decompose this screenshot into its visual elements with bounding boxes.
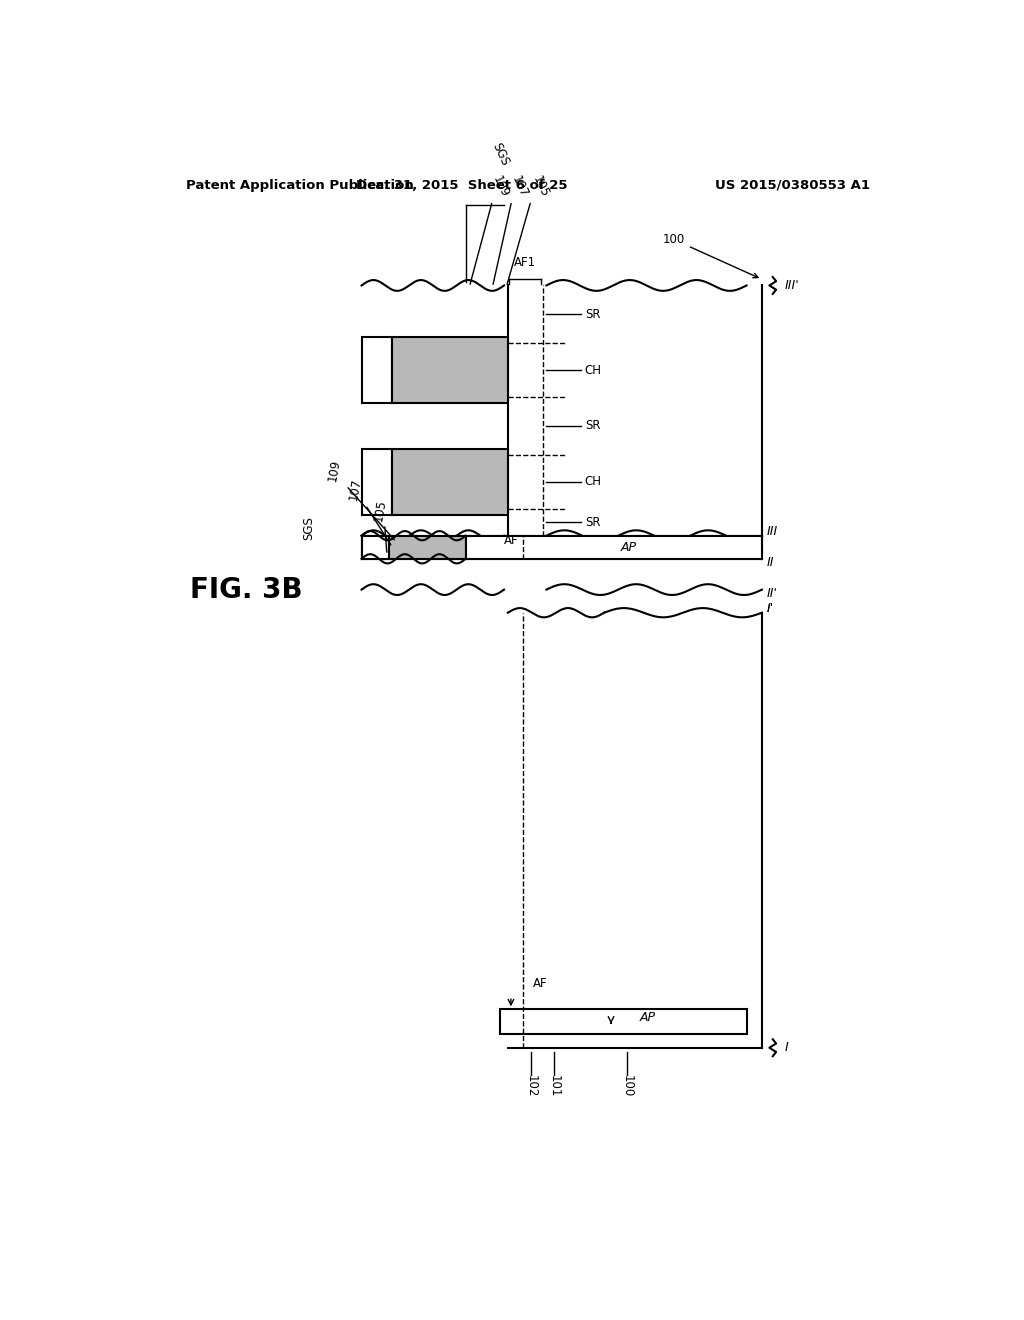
Text: 105: 105 [372,498,388,523]
Bar [388,536,466,558]
Text: 100: 100 [621,1074,634,1097]
Bar [392,337,508,404]
Text: III: III [767,525,778,539]
Text: 107: 107 [346,478,364,502]
Bar [361,536,388,558]
Text: SR: SR [585,308,600,321]
Text: CH: CH [585,363,602,376]
Text: 102: 102 [524,1074,538,1097]
Text: SR: SR [585,420,600,433]
Text: 109: 109 [489,174,511,199]
Text: 105: 105 [529,174,551,199]
Text: I': I' [767,602,774,615]
Text: AF1: AF1 [514,256,537,268]
Bar [361,449,392,515]
Bar [392,449,508,515]
Text: III': III' [785,279,800,292]
Text: AF: AF [534,977,548,990]
Text: 109: 109 [326,458,342,482]
Bar [466,536,762,558]
Text: 100: 100 [663,234,758,277]
Text: AP: AP [640,1011,656,1024]
Text: AF: AF [505,535,519,548]
Text: I': I' [767,602,774,615]
Text: 107: 107 [509,174,530,199]
Text: SR: SR [585,516,600,529]
Text: FIG. 3B: FIG. 3B [189,576,302,603]
Text: II': II' [767,587,777,601]
Text: SGS: SGS [489,141,511,168]
Bar [500,1010,746,1034]
Text: SGS: SGS [302,516,315,540]
Text: I: I [785,1041,788,1055]
Text: Dec. 31, 2015  Sheet 6 of 25: Dec. 31, 2015 Sheet 6 of 25 [356,178,567,191]
Text: II: II [767,556,774,569]
Text: 101: 101 [548,1074,560,1097]
Text: CH: CH [585,475,602,488]
Text: Patent Application Publication: Patent Application Publication [186,178,414,191]
Bar [361,337,392,404]
Text: US 2015/0380553 A1: US 2015/0380553 A1 [715,178,869,191]
Text: AP: AP [621,541,637,554]
